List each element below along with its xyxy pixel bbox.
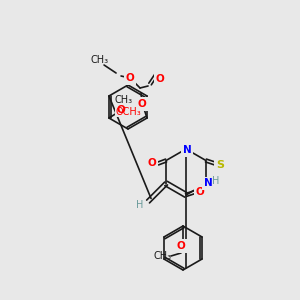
Text: O: O [138,99,146,109]
Text: O: O [156,74,164,84]
Text: O: O [148,158,157,169]
Text: O: O [177,241,185,251]
Text: CH₃: CH₃ [154,251,172,261]
Text: CH₃: CH₃ [115,95,133,105]
Text: O: O [126,73,134,83]
Text: O: O [177,241,185,251]
Text: H: H [136,200,144,209]
Text: O: O [117,105,125,115]
Text: S: S [216,160,224,170]
Text: N: N [203,178,212,188]
Text: OCH₃: OCH₃ [115,107,141,117]
Text: H: H [212,176,220,185]
Text: N: N [183,145,191,155]
Text: CH₃: CH₃ [91,55,109,65]
Text: O: O [196,187,204,197]
